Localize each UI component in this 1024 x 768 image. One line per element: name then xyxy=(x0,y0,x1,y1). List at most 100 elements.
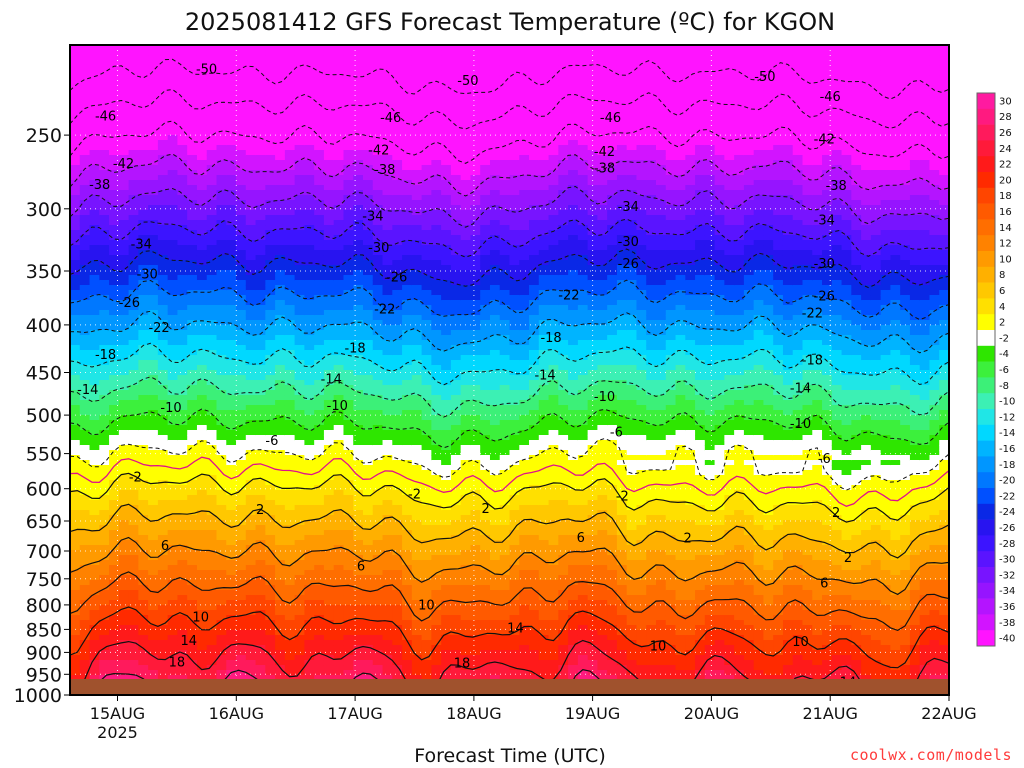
band-cell xyxy=(294,660,305,666)
band-cell xyxy=(236,195,247,201)
band-cell xyxy=(392,625,403,631)
band-cell xyxy=(255,430,266,436)
band-cell xyxy=(70,640,81,646)
band-cell xyxy=(402,530,413,536)
band-cell xyxy=(109,310,120,316)
band-cell xyxy=(109,420,120,426)
band-cell xyxy=(372,150,384,156)
band-cell xyxy=(196,255,208,261)
band-cell xyxy=(284,480,296,486)
band-cell xyxy=(245,420,257,426)
band-cell xyxy=(245,145,257,151)
band-cell xyxy=(402,190,413,196)
band-cell xyxy=(177,130,188,136)
band-cell xyxy=(265,245,276,251)
band-cell xyxy=(353,210,364,216)
band-cell xyxy=(157,285,169,291)
band-cell xyxy=(441,235,452,241)
band-cell xyxy=(70,290,81,296)
band-cell xyxy=(333,425,345,431)
band-cell xyxy=(79,265,91,271)
band-cell xyxy=(167,295,179,301)
band-cell xyxy=(148,460,159,466)
band-cell xyxy=(275,435,286,441)
band-cell xyxy=(245,155,257,161)
band-cell xyxy=(343,445,354,451)
band-cell xyxy=(353,155,364,161)
band-cell xyxy=(70,335,81,341)
band-cell xyxy=(343,210,354,216)
band-cell xyxy=(314,180,325,186)
band-cell xyxy=(323,270,335,276)
band-cell xyxy=(148,290,159,296)
band-cell xyxy=(343,600,354,606)
band-cell xyxy=(177,455,188,461)
band-cell xyxy=(187,590,198,596)
band-cell xyxy=(226,85,237,91)
band-cell xyxy=(343,230,354,236)
band-cell xyxy=(167,400,179,406)
band-cell xyxy=(333,135,345,141)
band-cell xyxy=(226,345,237,351)
band-cell xyxy=(70,300,81,306)
band-cell xyxy=(157,270,169,276)
band-cell xyxy=(128,185,139,191)
band-cell xyxy=(431,205,442,211)
band-cell xyxy=(392,410,403,416)
band-cell xyxy=(441,230,452,236)
band-cell xyxy=(118,205,130,211)
band-cell xyxy=(99,505,110,511)
band-cell xyxy=(372,530,384,536)
band-cell xyxy=(245,580,257,586)
band-cell xyxy=(304,500,315,506)
band-cell xyxy=(109,295,120,301)
band-cell xyxy=(392,265,403,271)
band-cell xyxy=(402,615,413,621)
band-cell xyxy=(236,350,247,356)
band-cell xyxy=(128,225,139,231)
band-cell xyxy=(441,65,452,71)
band-cell xyxy=(89,280,100,286)
band-cell xyxy=(109,105,120,111)
band-cell xyxy=(128,380,139,386)
band-cell xyxy=(70,500,81,506)
band-cell xyxy=(226,220,237,226)
band-cell xyxy=(236,210,247,216)
band-cell xyxy=(323,245,335,251)
band-cell xyxy=(255,325,266,331)
band-cell xyxy=(294,50,305,56)
band-cell xyxy=(79,465,91,471)
band-cell xyxy=(333,595,345,601)
band-cell xyxy=(294,415,305,421)
band-cell xyxy=(363,100,374,106)
band-cell xyxy=(148,325,159,331)
band-cell xyxy=(294,560,305,566)
band-cell xyxy=(216,660,227,666)
band-cell xyxy=(177,560,188,566)
band-cell xyxy=(294,605,305,611)
band-cell xyxy=(304,485,315,491)
band-cell xyxy=(99,590,110,596)
band-cell xyxy=(431,220,442,226)
band-cell xyxy=(333,140,345,146)
band-cell xyxy=(255,405,266,411)
band-cell xyxy=(226,120,237,126)
band-cell xyxy=(70,555,81,561)
band-cell xyxy=(128,320,139,326)
band-cell xyxy=(99,295,110,301)
band-cell xyxy=(226,480,237,486)
band-cell xyxy=(294,105,305,111)
band-cell xyxy=(79,615,91,621)
band-cell xyxy=(431,530,442,536)
band-cell xyxy=(323,635,335,641)
band-cell xyxy=(196,380,208,386)
band-cell xyxy=(70,580,81,586)
band-cell xyxy=(421,100,432,106)
band-cell xyxy=(206,225,218,231)
band-cell xyxy=(118,375,130,381)
band-cell xyxy=(109,430,120,436)
band-cell xyxy=(314,625,325,631)
band-cell xyxy=(294,360,305,366)
band-cell xyxy=(70,315,81,321)
band-cell xyxy=(138,665,149,671)
